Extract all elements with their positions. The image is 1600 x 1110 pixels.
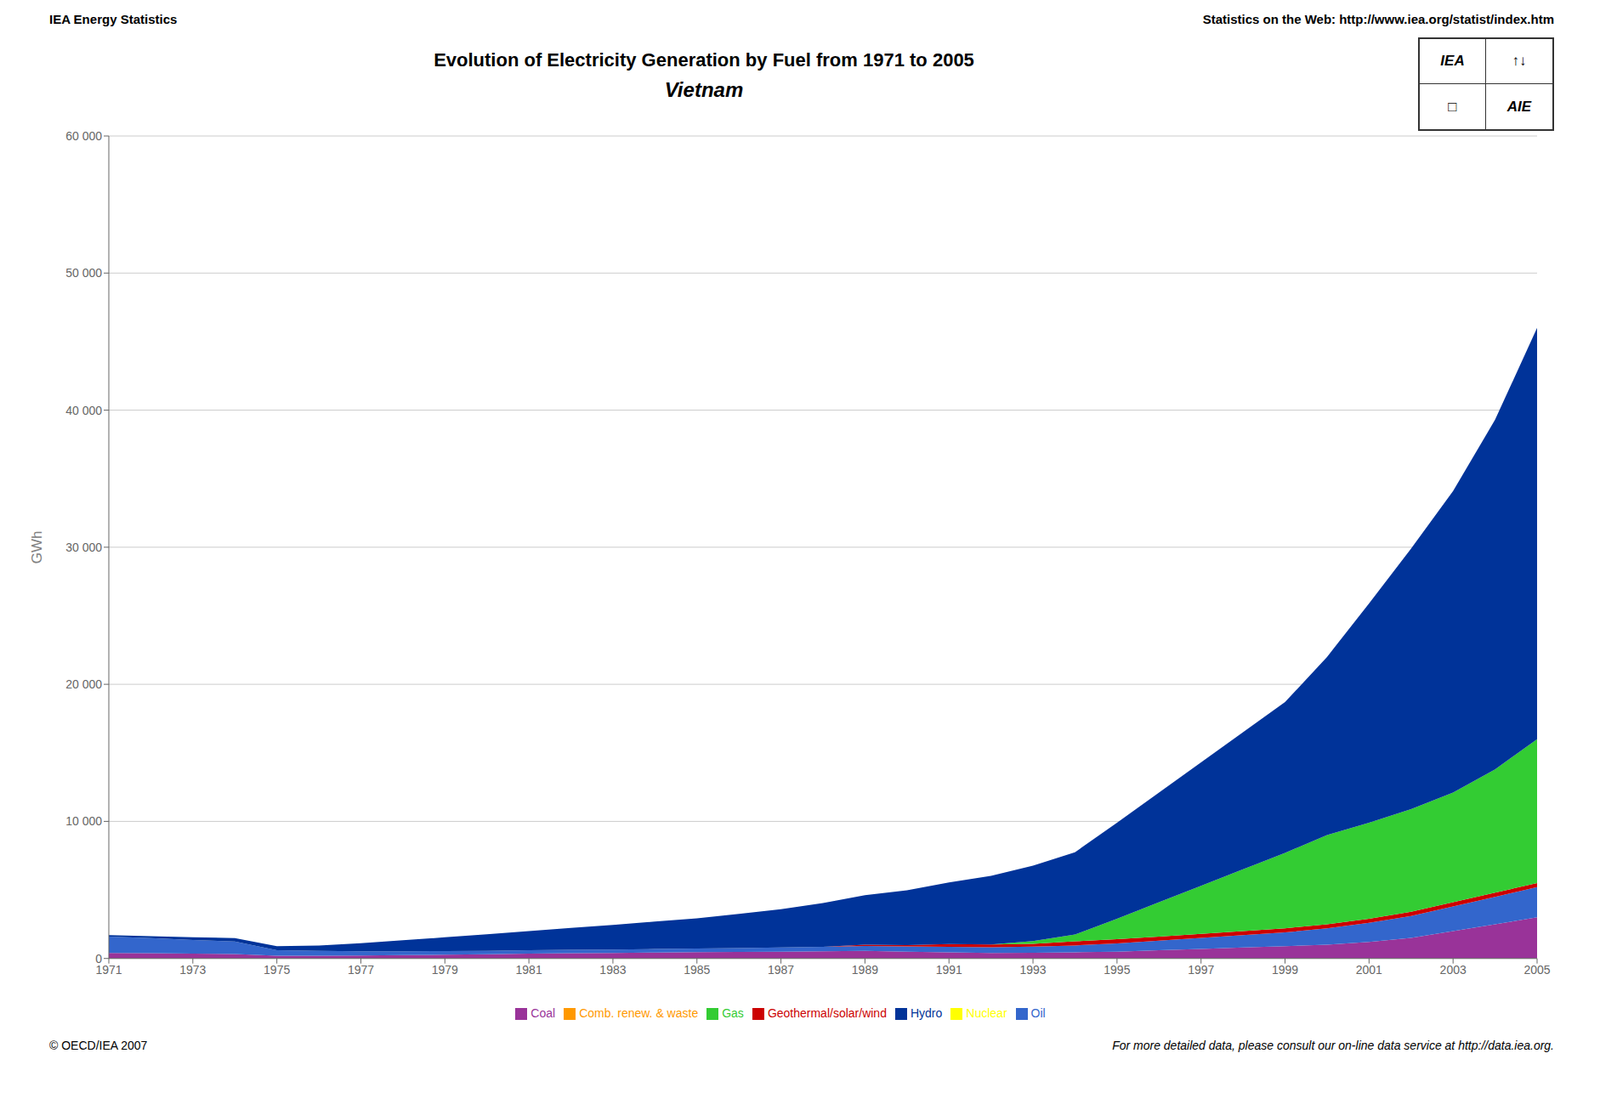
svg-text:1971: 1971 [95,962,123,977]
svg-text:2001: 2001 [1356,963,1383,977]
html-text:© OECD/IEA 2007: © OECD/IEA 2007 [49,1038,148,1053]
html-text:Comb. renew. & waste: Comb. renew. & waste [579,1006,699,1020]
svg-text:40 000: 40 000 [65,403,103,418]
html-text:Coal: Coal [530,1006,556,1020]
svg-text:1977: 1977 [347,963,375,977]
svg-text:1979: 1979 [431,963,459,977]
svg-text:1973: 1973 [179,963,206,977]
html-text:Oil: Oil [1030,1006,1046,1020]
svg-text:0: 0 [95,952,103,966]
svg-text:60 000: 60 000 [65,129,103,143]
svg-text:2005: 2005 [1523,963,1550,977]
svg-text:1987: 1987 [767,963,795,977]
html-text:Evolution of Electricity Gener: Evolution of Electricity Generation by F… [433,49,975,71]
svg-text:1991: 1991 [936,963,963,977]
svg-text:1999: 1999 [1271,963,1299,977]
html-text:Gas: Gas [721,1006,744,1020]
html-text:AIE: AIE [1507,98,1532,115]
html-text:Hydro: Hydro [910,1006,943,1020]
svg-text:GWh: GWh [28,530,46,564]
html-text:IEA: IEA [1440,52,1465,69]
html-text:Geothermal/solar/wind: Geothermal/solar/wind [767,1006,887,1020]
svg-text:20 000: 20 000 [65,677,103,692]
html-text:Statistics on the Web: http://: Statistics on the Web: http://www.iea.or… [1202,11,1555,27]
svg-text:30 000: 30 000 [65,540,103,555]
html-text:Nuclear: Nuclear [966,1006,1008,1020]
svg-text:1993: 1993 [1019,963,1046,977]
html-text:Vietnam: Vietnam [664,78,744,102]
svg-text:1975: 1975 [263,963,290,977]
svg-text:1997: 1997 [1187,963,1215,977]
svg-text:50 000: 50 000 [65,266,103,280]
html-text:For more detailed data, please: For more detailed data, please consult o… [1112,1038,1555,1053]
svg-text:2003: 2003 [1440,963,1467,977]
svg-text:1989: 1989 [851,963,879,977]
svg-text:1981: 1981 [516,963,543,977]
svg-text:1985: 1985 [683,963,710,977]
svg-text:1983: 1983 [599,963,626,977]
svg-text:10 000: 10 000 [65,814,103,829]
svg-text:1995: 1995 [1103,963,1130,977]
html-text:IEA Energy Statistics: IEA Energy Statistics [49,11,178,27]
